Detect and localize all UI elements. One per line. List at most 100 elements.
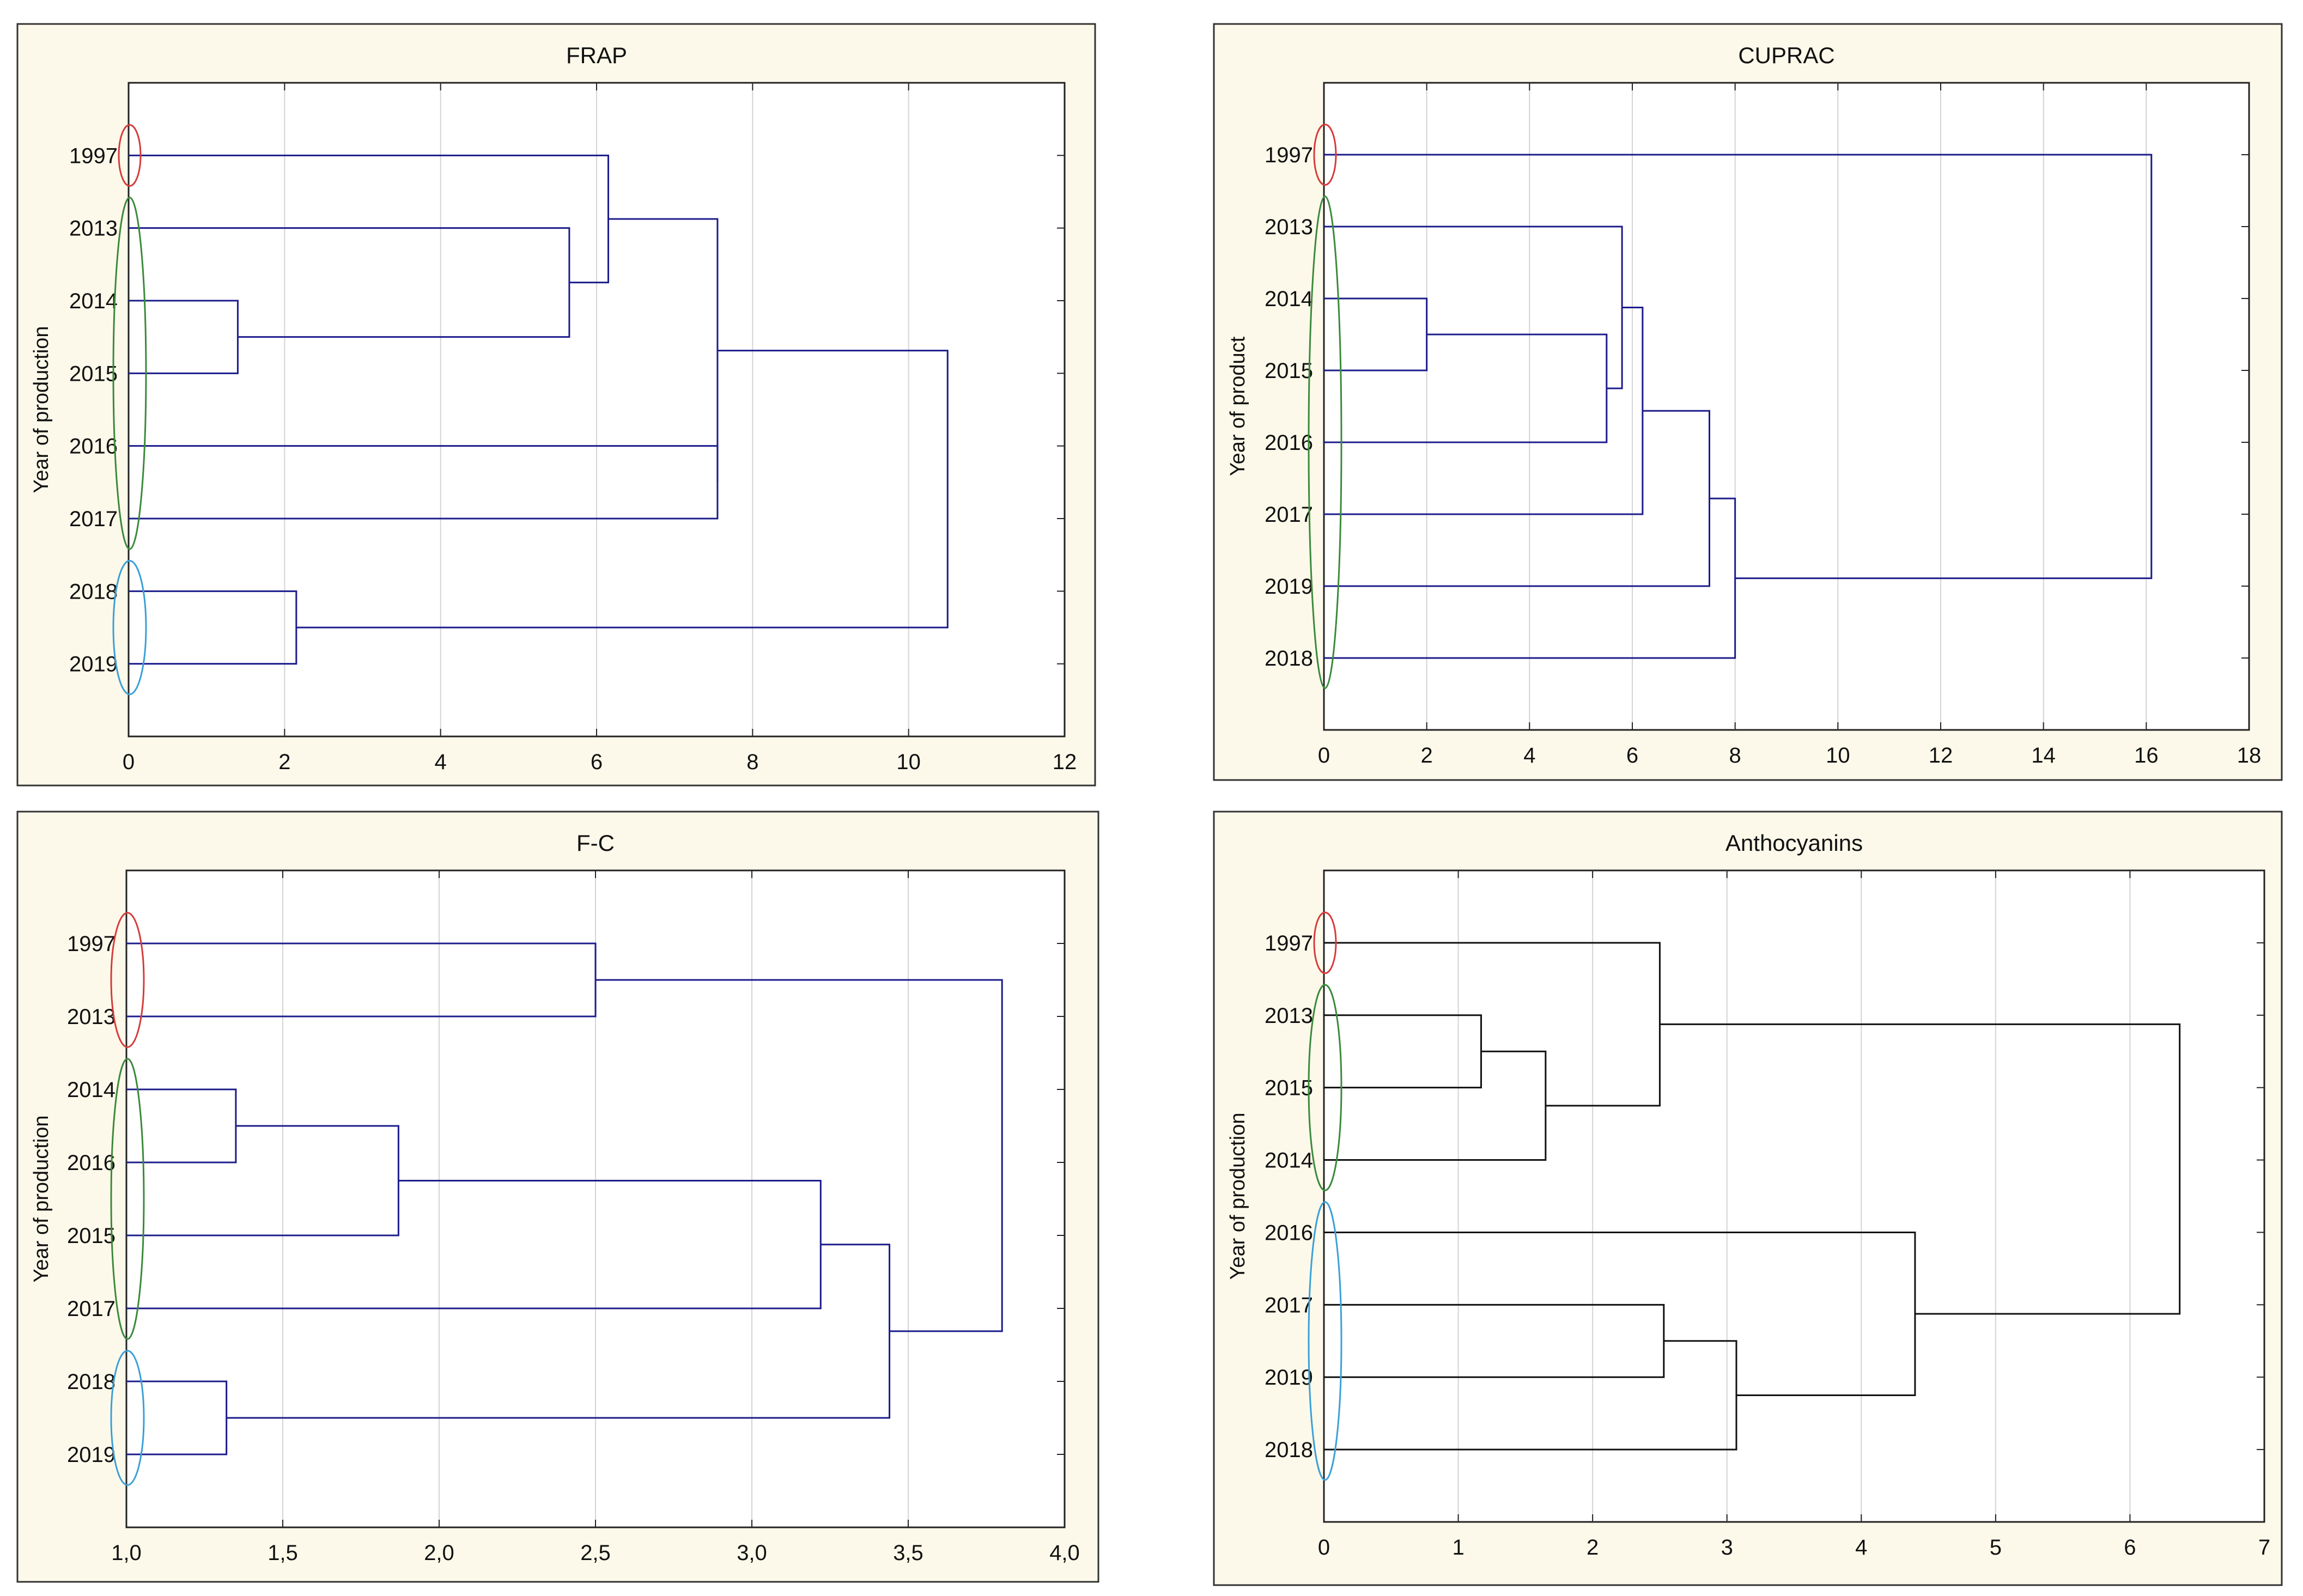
fc-leaf-label: 2018 <box>67 1370 116 1394</box>
cuprac-leaf-label: 2014 <box>1265 287 1313 311</box>
frap-link <box>129 590 297 665</box>
fc-leaf-label: 2019 <box>67 1443 116 1467</box>
cuprac-x-tick-label: 8 <box>1729 744 1741 767</box>
frap-panel: FRAP 0 2 4 6 8 10 12 1997 2013 2014 2015 2016 2017 201… <box>16 23 1096 787</box>
anthocyanins-leaf-label: 2019 <box>1265 1366 1313 1390</box>
anthocyanins-group-ellipse <box>1308 1201 1342 1481</box>
anthocyanins-x-tick-label: 3 <box>1721 1536 1733 1560</box>
cuprac-x-tick-label: 4 <box>1523 744 1535 767</box>
cuprac-leaf-label: 2018 <box>1265 647 1313 671</box>
cuprac-link <box>1324 333 1608 443</box>
fc-group-ellipse <box>110 1350 145 1486</box>
cuprac-x-tick-label: 2 <box>1421 744 1433 767</box>
fc-x-tick-label: 3,0 <box>737 1541 767 1565</box>
frap-leaf-label: 2018 <box>69 580 118 604</box>
frap-x-tick-label: 4 <box>435 750 447 774</box>
frap-group-ellipse <box>112 197 147 550</box>
frap-link <box>129 154 609 284</box>
anthocyanins-group-ellipse <box>1308 984 1342 1191</box>
frap-link <box>129 227 570 338</box>
anthocyanins-panel: Anthocyanins 0 1 2 3 4 5 6 7 1997 2013 2015 2014 2016… <box>1213 811 2283 1586</box>
anthocyanins-x-tick-label: 4 <box>1855 1536 1867 1560</box>
anthocyanins-y-axis-title: Year of production <box>1226 1112 1249 1280</box>
anthocyanins-leaf-label: 2018 <box>1265 1438 1313 1462</box>
frap-leaf-label: 2016 <box>69 435 118 459</box>
anthocyanins-x-tick-label: 6 <box>2124 1536 2136 1560</box>
frap-leaf-label: 2017 <box>69 507 118 531</box>
cuprac-leaf-label: 2016 <box>1265 431 1313 455</box>
frap-link <box>296 350 949 629</box>
frap-group-ellipse <box>112 559 147 696</box>
cuprac-x-tick-label: 10 <box>1826 744 1850 767</box>
anthocyanins-plot-area <box>1323 869 2265 1523</box>
frap-leaf-label: 1997 <box>69 144 118 168</box>
fc-group-ellipse <box>110 912 145 1048</box>
cuprac-title: CUPRAC <box>1738 42 1834 68</box>
cuprac-x-tick-label: 12 <box>1929 744 1953 767</box>
fc-leaf-label: 2014 <box>67 1078 116 1102</box>
anthocyanins-x-tick-label: 2 <box>1587 1536 1599 1560</box>
cuprac-leaf-label: 2017 <box>1265 503 1313 527</box>
cuprac-leaf-label: 1997 <box>1265 143 1313 167</box>
anthocyanins-leaf-label: 2016 <box>1265 1221 1313 1245</box>
frap-x-tick-label: 0 <box>123 750 135 774</box>
frap-x-tick-label: 6 <box>591 750 603 774</box>
fc-leaf-label: 2017 <box>67 1297 116 1321</box>
frap-x-tick-label: 2 <box>278 750 290 774</box>
fc-group-ellipse <box>110 1058 145 1340</box>
fc-panel: F-C 1,0 1,5 2,0 2,5 3,0 3,5 4,0 1997 2013 2014 2016… <box>16 811 1099 1583</box>
fc-leaf-label: 1997 <box>67 932 116 956</box>
cuprac-x-tick-label: 0 <box>1318 744 1330 767</box>
cuprac-group-ellipse <box>1313 124 1337 186</box>
fc-x-tick-label: 4,0 <box>1049 1541 1080 1565</box>
cuprac-link <box>1324 154 2153 580</box>
cuprac-panel: CUPRAC 0 2 4 6 8 10 12 14 16 18 1997 2013 2014 2015 201… <box>1213 23 2283 781</box>
fc-x-tick-label: 1,0 <box>111 1541 142 1565</box>
fc-leaf-label: 2013 <box>67 1005 116 1029</box>
cuprac-x-tick-label: 6 <box>1626 744 1638 767</box>
frap-group-ellipse <box>118 124 142 187</box>
anthocyanins-x-tick-label: 0 <box>1318 1536 1330 1560</box>
fc-title: F-C <box>576 830 615 856</box>
fc-leaf-label: 2016 <box>67 1151 116 1175</box>
fc-x-tick-label: 3,5 <box>893 1541 923 1565</box>
frap-leaf-label: 2013 <box>69 217 118 241</box>
anthocyanins-x-tick-label: 1 <box>1452 1536 1464 1560</box>
anthocyanins-title: Anthocyanins <box>1725 830 1863 856</box>
frap-x-tick-label: 12 <box>1053 750 1077 774</box>
anthocyanins-group-ellipse <box>1313 911 1337 974</box>
frap-y-axis-title: Year of production <box>30 326 53 493</box>
anthocyanins-leaf-label: 2014 <box>1265 1149 1313 1173</box>
anthocyanins-leaf-label: 2015 <box>1265 1076 1313 1100</box>
fc-x-tick-label: 1,5 <box>268 1541 298 1565</box>
fc-x-tick-label: 2,5 <box>580 1541 611 1565</box>
frap-title: FRAP <box>566 42 627 68</box>
cuprac-x-tick-label: 16 <box>2134 744 2159 767</box>
anthocyanins-link <box>1660 1023 2181 1315</box>
frap-leaf-label: 2015 <box>69 362 118 386</box>
anthocyanins-link <box>1324 1050 1547 1161</box>
anthocyanins-leaf-label: 1997 <box>1265 931 1313 955</box>
anthocyanins-link <box>1324 1340 1737 1451</box>
frap-x-tick-label: 10 <box>896 750 921 774</box>
anthocyanins-x-tick-label: 7 <box>2258 1536 2270 1560</box>
cuprac-plot-area <box>1323 82 2250 731</box>
frap-leaf-label: 2014 <box>69 289 118 313</box>
cuprac-x-tick-label: 14 <box>2031 744 2056 767</box>
cuprac-group-ellipse <box>1308 196 1342 689</box>
frap-leaf-label: 2019 <box>69 653 118 677</box>
cuprac-leaf-label: 2019 <box>1265 575 1313 599</box>
cuprac-x-tick-label: 18 <box>2237 744 2262 767</box>
frap-link <box>129 300 239 374</box>
cuprac-leaf-label: 2013 <box>1265 215 1313 239</box>
fc-leaf-label: 2015 <box>67 1224 116 1248</box>
fc-x-tick-label: 2,0 <box>424 1541 454 1565</box>
anthocyanins-link <box>1324 1231 1916 1396</box>
frap-link <box>608 218 719 483</box>
fc-y-axis-title: Year of production <box>30 1115 53 1282</box>
anthocyanins-leaf-label: 2013 <box>1265 1004 1313 1028</box>
cuprac-y-axis-title: Year of product <box>1226 336 1249 476</box>
fc-link <box>596 979 1003 1332</box>
